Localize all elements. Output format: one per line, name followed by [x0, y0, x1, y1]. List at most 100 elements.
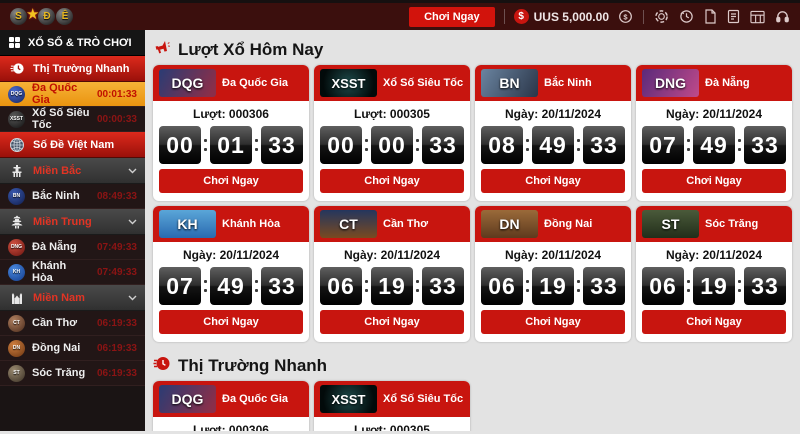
countdown-timer: 07:49:33 [96, 266, 137, 278]
lottery-card-bn: BN Bắc Ninh Ngày: 20/11/2024 08 49 33 Ch… [475, 65, 631, 201]
play-now-button[interactable]: Chơi Ngay [320, 310, 464, 334]
cards-grid-today: DQG Đa Quốc Gia Lượt: 000306 00 01 33 Ch… [153, 65, 792, 342]
countdown-seconds: 33 [744, 126, 786, 164]
cards-grid-fast-market: DQG Đa Quốc Gia Lượt: 000306 XSST Xổ Số … [153, 381, 792, 431]
dng-ball-icon: DNG [8, 238, 25, 256]
site-logo[interactable]: S ★ Đ Ê [10, 7, 74, 25]
colon-separator [255, 280, 258, 292]
chevron-down-icon [128, 292, 137, 304]
card-header[interactable]: BN Bắc Ninh [475, 65, 631, 101]
card-round-info: Lượt: 000306 [193, 423, 269, 431]
countdown-seconds: 33 [744, 267, 786, 305]
section-title-text: Thị Trường Nhanh [178, 356, 328, 375]
sidebar: XỔ SỐ & TRÒ CHƠI Thị Trường Nhanh DQG Đa… [0, 30, 145, 431]
play-now-button[interactable]: Chơi Ngay [320, 169, 464, 193]
colon-separator [687, 280, 690, 292]
play-now-button[interactable]: Chơi Ngay [642, 169, 786, 193]
sidebar-group-mien-trung[interactable]: Miền Trung [0, 209, 145, 235]
support-headset-icon[interactable] [775, 9, 790, 24]
sidebar-header-label: XỔ SỐ & TRÒ CHƠI [28, 36, 132, 49]
table-icon[interactable] [750, 10, 765, 24]
countdown-timer: 07:49:33 [96, 241, 137, 253]
play-now-button[interactable]: Chơi Ngay [642, 310, 786, 334]
dqg-thumbnail: DQG [159, 69, 216, 97]
dng-thumbnail: DNG [642, 69, 699, 97]
sidebar-item-xo-so-sieu-toc[interactable]: XSST Xổ Số Siêu Tốc 00:00:33 [0, 107, 145, 132]
play-now-button[interactable]: Chơi Ngay [481, 169, 625, 193]
sidebar-item-label: Đa Quốc Gia [32, 82, 78, 106]
card-name: Sóc Trăng [705, 218, 759, 230]
card-name: Đa Quốc Gia [222, 77, 289, 89]
lottery-card-kh: KH Khánh Hòa Ngày: 20/11/2024 07 49 33 C… [153, 206, 309, 342]
fast-clock-icon [8, 61, 26, 76]
card-header[interactable]: DQG Đa Quốc Gia [153, 65, 309, 101]
sidebar-item-thi-truong-nhanh[interactable]: Thị Trường Nhanh [0, 56, 145, 82]
kh-ball-icon: KH [8, 263, 25, 281]
card-name: Xổ Số Siêu Tốc [383, 77, 464, 89]
sidebar-item-da-quoc-gia[interactable]: DQG Đa Quốc Gia 00:01:33 [0, 82, 145, 107]
countdown-timer: 06:19:33 [96, 317, 137, 329]
currency-exchange-icon[interactable]: $ [618, 9, 633, 24]
card-name: Đồng Nai [544, 218, 593, 230]
xsst-ball-icon: XSST [8, 110, 25, 128]
countdown-display: 06 19 33 [475, 266, 631, 310]
countdown-minutes: 01 [210, 126, 252, 164]
sidebar-item-so-de-viet-nam[interactable]: Số Đề Việt Nam [0, 132, 145, 158]
card-name: Bắc Ninh [544, 77, 592, 89]
countdown-timer: 00:01:33 [96, 88, 137, 100]
lottery-card-ct: CT Cần Thơ Ngày: 20/11/2024 06 19 33 Chơ… [314, 206, 470, 342]
countdown-seconds: 33 [422, 267, 464, 305]
sidebar-item-da-nang[interactable]: DNG Đà Nẵng 07:49:33 [0, 235, 145, 260]
card-header[interactable]: XSST Xổ Số Siêu Tốc [314, 65, 470, 101]
sidebar-item-bac-ninh[interactable]: BN Bắc Ninh 08:49:33 [0, 184, 145, 209]
fast-clock-icon [153, 355, 170, 377]
card-round-info: Ngày: 20/11/2024 [665, 248, 763, 262]
countdown-hours: 08 [481, 126, 523, 164]
play-now-button[interactable]: Chơi Ngay [159, 310, 303, 334]
play-now-button[interactable]: Chơi Ngay [159, 169, 303, 193]
document-icon[interactable] [704, 9, 717, 24]
sidebar-group-mien-bac[interactable]: Miền Bắc [0, 158, 145, 184]
ct-ball-icon: CT [8, 314, 25, 332]
card-round-info: Lượt: 000305 [354, 107, 430, 121]
colon-separator [526, 139, 529, 151]
countdown-timer: 00:00:33 [96, 113, 137, 125]
dn-ball-icon: DN [8, 339, 25, 357]
sidebar-item-soc-trang[interactable]: ST Sóc Trăng 06:19:33 [0, 361, 145, 386]
note-icon[interactable] [727, 9, 740, 24]
megaphone-icon [153, 39, 170, 61]
card-header[interactable]: XSST Xổ Số Siêu Tốc [314, 381, 470, 417]
card-header[interactable]: DN Đồng Nai [475, 206, 631, 242]
sidebar-item-label: Thị Trường Nhanh [33, 62, 130, 75]
card-header[interactable]: CT Cần Thơ [314, 206, 470, 242]
colon-separator [204, 280, 207, 292]
colon-separator [365, 280, 368, 292]
dqg-ball-icon: DQG [8, 85, 25, 103]
countdown-minutes: 49 [532, 126, 574, 164]
sidebar-item-khanh-hoa[interactable]: KH Khánh Hòa 07:49:33 [0, 260, 145, 285]
sidebar-item-label: Cần Thơ [32, 317, 78, 329]
kh-thumbnail: KH [159, 210, 216, 238]
logo-ball: Đ [38, 8, 56, 25]
dqg-thumbnail: DQG [159, 385, 216, 413]
balance-display[interactable]: $ UUS 5,000.00 [513, 9, 609, 24]
sidebar-item-dong-nai[interactable]: DN Đồng Nai 06:19:33 [0, 336, 145, 361]
countdown-hours: 07 [159, 267, 201, 305]
colon-separator [577, 280, 580, 292]
svg-text:$: $ [623, 12, 628, 21]
card-header[interactable]: DQG Đa Quốc Gia [153, 381, 309, 417]
play-now-button[interactable]: Chơi Ngay [409, 6, 495, 27]
sidebar-group-mien-nam[interactable]: Miền Nam [0, 285, 145, 311]
card-name: Cần Thơ [383, 218, 429, 230]
sidebar-item-can-tho[interactable]: CT Cần Thơ 06:19:33 [0, 311, 145, 336]
card-header[interactable]: ST Sóc Trăng [636, 206, 792, 242]
chip-icon[interactable] [654, 9, 669, 24]
play-now-button[interactable]: Chơi Ngay [481, 310, 625, 334]
countdown-seconds: 33 [261, 126, 303, 164]
card-header[interactable]: DNG Đà Nẵng [636, 65, 792, 101]
card-header[interactable]: KH Khánh Hòa [153, 206, 309, 242]
countdown-display: 07 49 33 [636, 125, 792, 169]
section-title-luot-xo-hom-nay: Lượt Xổ Hôm Nay [153, 35, 792, 65]
history-icon[interactable] [679, 9, 694, 24]
colon-separator [687, 139, 690, 151]
